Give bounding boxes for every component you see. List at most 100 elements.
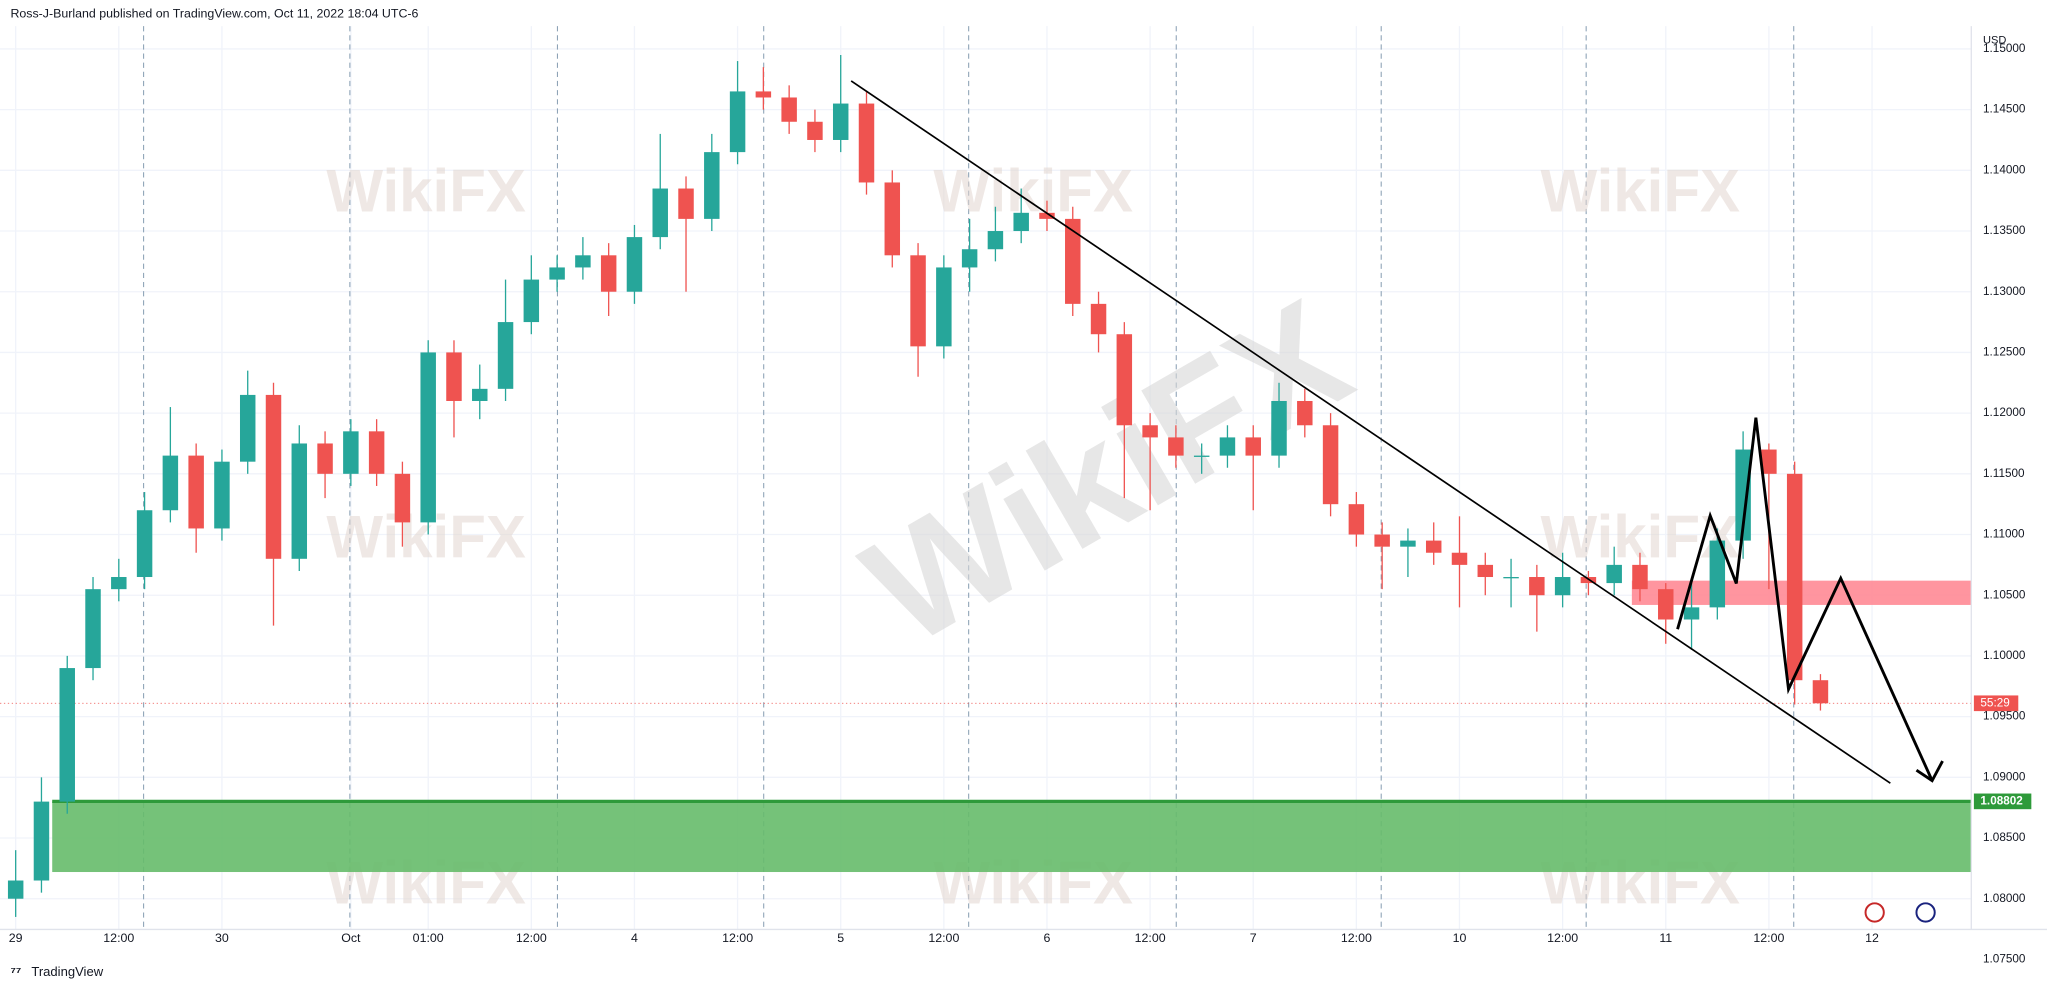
- candle-body: [1090, 303, 1107, 335]
- y-tick-label: 1.14500: [1983, 103, 2026, 116]
- candle-body: [497, 322, 514, 389]
- candle-body: [1425, 540, 1442, 553]
- candle-body: [987, 231, 1004, 250]
- support-price-label: 1.08802: [1980, 794, 2023, 807]
- x-tick-label: 12: [1865, 931, 1879, 945]
- candle-body: [85, 589, 101, 669]
- candle-body: [59, 668, 75, 802]
- x-tick-label: 7: [1250, 931, 1257, 945]
- candle-body: [1786, 473, 1803, 681]
- logo: ⁷⁷: [10, 964, 21, 979]
- candle-body: [575, 255, 591, 268]
- candle-body: [343, 431, 359, 474]
- candle-body: [936, 267, 952, 347]
- y-tick-label: 1.10000: [1983, 649, 2026, 662]
- x-tick-label: 12:00: [1753, 931, 1784, 945]
- candle-body: [446, 352, 462, 401]
- candle-body: [1322, 425, 1339, 505]
- candle-body: [1503, 577, 1519, 579]
- candle-body: [1606, 564, 1622, 584]
- watermark: WikiFX: [326, 158, 526, 225]
- candle-body: [394, 473, 411, 523]
- y-tick-label: 1.13500: [1983, 224, 2026, 237]
- footer: TradingView: [31, 964, 103, 979]
- candle-body: [1709, 540, 1726, 608]
- candle-body: [755, 91, 772, 98]
- candle-body: [1245, 437, 1261, 456]
- candle-body: [729, 91, 746, 153]
- x-tick-label: 12:00: [722, 931, 753, 945]
- candle-body: [1065, 218, 1081, 304]
- x-tick-label: 01:00: [413, 931, 444, 945]
- x-tick-label: 29: [9, 931, 23, 945]
- session-lines: [143, 26, 1795, 930]
- candle-body: [1451, 552, 1468, 565]
- x-tick-label: 12:00: [516, 931, 547, 945]
- y-tick-label: 1.11000: [1983, 528, 2025, 541]
- candle-body: [1142, 425, 1158, 438]
- x-tick-label: 12:00: [1135, 931, 1166, 945]
- candle-body: [33, 801, 50, 881]
- candle-body: [1554, 577, 1571, 596]
- axes: 1.07500 1.08000 1.08500 1.09000 1.09500 1.100…: [9, 42, 2032, 966]
- candle-body: [1400, 540, 1416, 547]
- candle-body: [1658, 589, 1674, 620]
- y-tick-label: 1.12000: [1983, 406, 2026, 419]
- candle-body: [214, 461, 230, 529]
- drawings: [850, 80, 1944, 784]
- candle-body: [807, 121, 823, 140]
- candle-body: [704, 152, 720, 219]
- support-price-box: [1973, 793, 2032, 810]
- candle-body: [1477, 564, 1494, 578]
- candle-body: [1683, 607, 1700, 620]
- candle-body: [549, 267, 565, 280]
- candle-body: [472, 388, 488, 401]
- candle-body: [1013, 212, 1029, 232]
- candle-body: [910, 255, 926, 347]
- header: Ross-J-Burland published on TradingView.…: [10, 7, 418, 21]
- candle-body: [961, 249, 978, 268]
- x-tick-label: 12:00: [928, 931, 959, 945]
- candle-body: [600, 255, 617, 292]
- candle-body: [1168, 437, 1184, 456]
- candle-body: [1271, 400, 1287, 456]
- x-tick-label: 12:00: [1547, 931, 1578, 945]
- y-tick-label: 1.09000: [1983, 770, 2026, 783]
- candle-body: [265, 394, 282, 559]
- x-tick-label: 12:00: [1341, 931, 1372, 945]
- candle-body: [626, 237, 643, 292]
- candle-body: [7, 880, 24, 899]
- candle-body: [136, 510, 153, 578]
- candle-body: [678, 188, 694, 219]
- x-tick-label: Oct: [341, 931, 361, 945]
- trend-line: [850, 80, 1891, 784]
- candle-body: [1297, 400, 1313, 426]
- candle-body: [291, 443, 308, 559]
- event-icon[interactable]: [1864, 902, 1885, 923]
- candle-body: [652, 188, 668, 238]
- countdown-label: 55:29: [1980, 696, 2009, 709]
- projection-path: [1676, 417, 1934, 782]
- event-icon[interactable]: [1915, 902, 1936, 923]
- candle-body: [1812, 680, 1829, 704]
- y-tick-label: 1.15000: [1983, 42, 2026, 55]
- candle-body: [1374, 534, 1390, 547]
- x-tick-label: 6: [1044, 931, 1051, 945]
- y-tick-label: 1.08000: [1983, 892, 2026, 905]
- y-tick-label: 1.07500: [1983, 953, 2026, 966]
- candle-body: [1735, 449, 1751, 541]
- y-tick-label: 1.10500: [1983, 588, 2026, 601]
- y-tick-label: 1.11500: [1983, 467, 2025, 480]
- candle-body: [420, 352, 436, 523]
- y-tick-label: 1.09500: [1983, 710, 2026, 723]
- x-tick-label: 10: [1453, 931, 1467, 945]
- x-tick-label: 11: [1659, 931, 1672, 945]
- candle-body: [781, 97, 797, 122]
- candle-body: [1529, 577, 1545, 596]
- support-zone: [52, 801, 1972, 873]
- candle-body: [1039, 212, 1055, 219]
- candle-body: [188, 455, 204, 529]
- y-tick-label: 1.12500: [1983, 346, 2026, 359]
- candle-body: [523, 279, 540, 323]
